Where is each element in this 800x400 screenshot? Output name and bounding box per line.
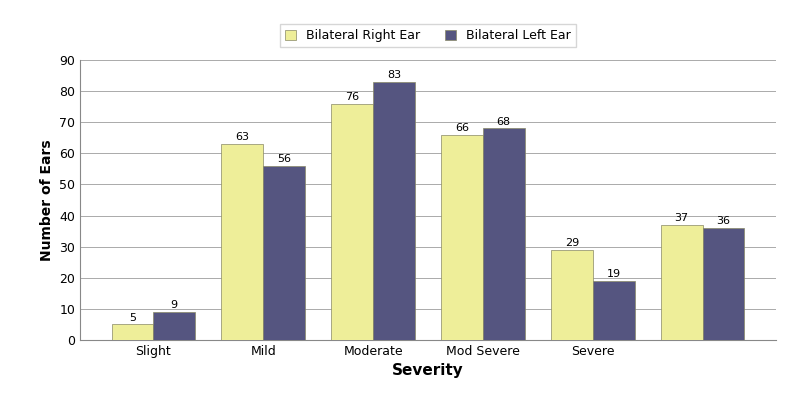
Text: 76: 76 xyxy=(345,92,359,102)
Text: 9: 9 xyxy=(170,300,178,310)
Text: 83: 83 xyxy=(387,70,401,80)
X-axis label: Severity: Severity xyxy=(392,364,464,378)
Text: 5: 5 xyxy=(129,312,136,322)
Bar xyxy=(441,135,483,340)
Bar xyxy=(593,281,634,340)
Text: 66: 66 xyxy=(455,123,469,133)
Legend: Bilateral Right Ear, Bilateral Left Ear: Bilateral Right Ear, Bilateral Left Ear xyxy=(280,24,576,47)
Text: 29: 29 xyxy=(565,238,579,248)
Text: 68: 68 xyxy=(497,116,511,126)
Bar xyxy=(222,144,263,340)
Bar xyxy=(551,250,593,340)
Y-axis label: Number of Ears: Number of Ears xyxy=(39,139,54,261)
Bar xyxy=(112,324,154,340)
Bar xyxy=(661,225,702,340)
Text: 37: 37 xyxy=(674,213,689,223)
Bar xyxy=(373,82,415,340)
Bar xyxy=(702,228,744,340)
Text: 19: 19 xyxy=(606,269,621,279)
Bar xyxy=(331,104,373,340)
Text: 56: 56 xyxy=(277,154,291,164)
Bar xyxy=(154,312,195,340)
Bar xyxy=(263,166,305,340)
Bar xyxy=(483,128,525,340)
Text: 36: 36 xyxy=(717,216,730,226)
Text: 63: 63 xyxy=(235,132,250,142)
